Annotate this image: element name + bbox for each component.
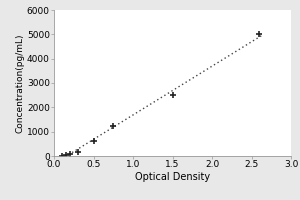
X-axis label: Optical Density: Optical Density xyxy=(135,172,210,182)
Y-axis label: Concentration(pg/mL): Concentration(pg/mL) xyxy=(15,33,24,133)
